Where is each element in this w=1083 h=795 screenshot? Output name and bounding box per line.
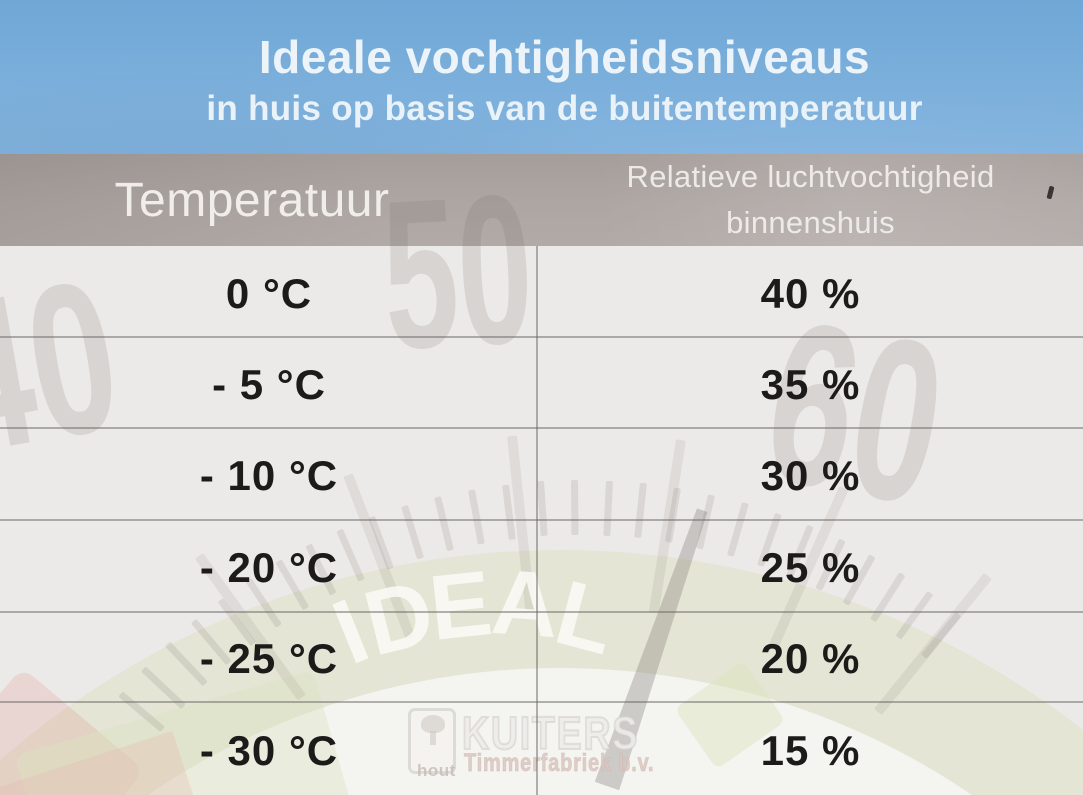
column-header-temperature: Temperatuur [114,173,390,227]
brand-subtitle: Timmerfabriek b.v. [464,749,655,777]
humidity-cell: 15 % [760,726,861,774]
column-header-humidity-line1: Relatieve luchtvochtigheid [626,158,995,194]
table-row: 0 °C 40 % [0,246,1083,337]
humidity-cell: 25 % [760,544,861,591]
column-header-humidity-line2: binnenshuis [726,205,895,240]
hygrometer-dial-watermark: 40 50 60 I D E A L hout KUITERS Timmerfa… [0,154,1083,795]
temperature-cell: - 5 °C [212,360,326,408]
title-banner: Ideale vochtigheidsniveaus in huis op ba… [0,0,1083,154]
row-divider-line [0,701,1083,703]
brand-logo: hout [408,708,456,780]
column-header-humidity: Relatieve luchtvochtigheid binnenshuis [538,154,1083,246]
table-row: - 20 °C 25 % [0,520,1083,612]
row-divider-line [0,611,1083,613]
humidity-cell: 30 % [760,452,861,499]
table-row: - 25 °C 20 % [0,612,1083,702]
row-divider-line [0,336,1083,338]
table-row: - 5 °C 35 % [0,337,1083,428]
brand-watermark: hout KUITERS Timmerfabriek b.v. [404,700,724,790]
table-row: - 10 °C 30 % [0,428,1083,520]
brand-name: KUITERS [461,707,640,759]
brand-logo-text: hout [417,761,456,780]
temperature-cell: - 25 °C [199,635,339,682]
tree-icon [421,715,445,733]
humidity-cell: 40 % [760,269,861,317]
table-row: - 30 °C 15 % [0,702,1083,795]
page-subtitle: in huis op basis van de buitentemperatuu… [206,89,923,129]
row-divider-line [0,427,1083,429]
tree-trunk-icon [430,731,436,745]
table-body: 0 °C 40 % - 5 °C 35 % - 10 °C 30 % - 20 … [0,246,1083,795]
humidity-cell: 35 % [760,360,861,408]
row-divider-line [0,519,1083,521]
page-title: Ideale vochtigheidsniveaus [258,30,871,83]
temperature-cell: - 20 °C [199,544,339,591]
temperature-cell: - 10 °C [199,452,339,499]
temperature-cell: 0 °C [225,269,313,317]
humidity-cell: 20 % [760,635,861,682]
temperature-cell: - 30 °C [199,726,339,774]
table-header-row: Temperatuur Relatieve luchtvochtigheid b… [0,154,1083,246]
column-divider-line [536,246,538,795]
